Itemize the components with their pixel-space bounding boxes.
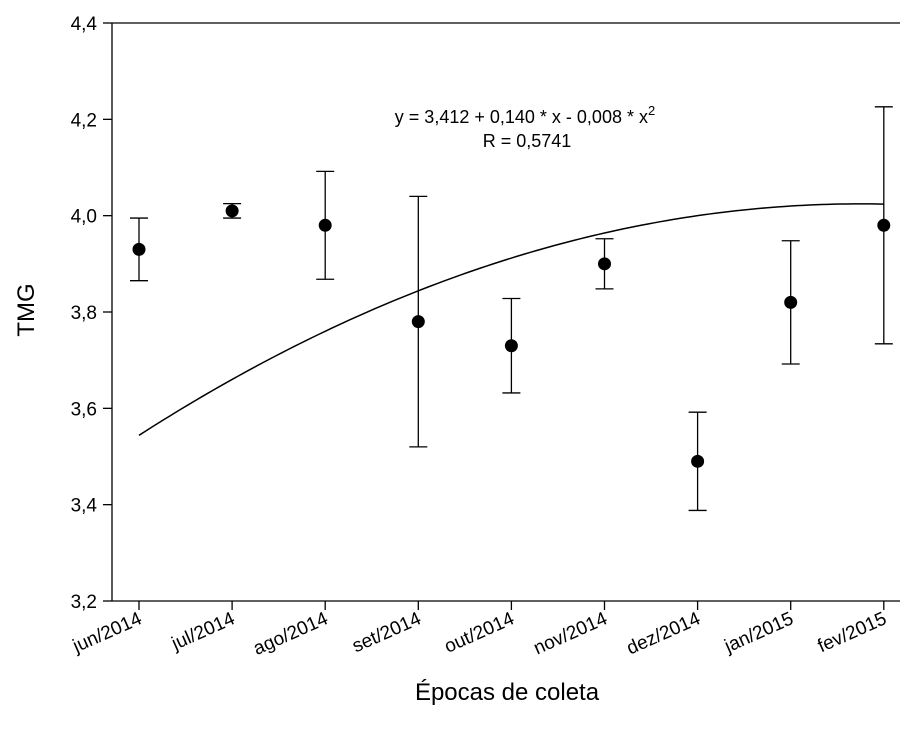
data-point [318,218,332,232]
equation-annotation: y = 3,412 + 0,140 * x - 0,008 * x2 [395,103,655,127]
x-tick-label: dez/2014 [624,608,704,659]
x-tick-label: jun/2014 [69,608,145,657]
y-tick-label: 3,4 [71,496,98,517]
y-tick-label: 4,2 [71,110,97,131]
x-tick-label: ago/2014 [250,608,331,660]
r-annotation: R = 0,5741 [483,131,572,151]
x-ticks: jun/2014 jul/2014 ago/2014 set/2014 out/2014… [69,601,890,660]
data-points [132,204,891,468]
fit-line [138,203,884,436]
y-tick-label: 3,6 [71,399,97,420]
y-tick-label: 3,2 [71,592,97,613]
error-bars [130,106,893,512]
data-point [504,339,518,353]
y-tick-label: 4,0 [71,207,97,228]
x-tick-label: set/2014 [349,608,425,657]
equation-main: y = 3,412 + 0,140 * x - 0,008 * x [395,107,648,127]
x-tick-label: jul/2014 [168,608,239,655]
x-tick-label: nov/2014 [531,608,611,659]
data-point [225,204,239,218]
x-tick-label: jan/2015 [721,608,797,657]
regression-curve [138,203,884,436]
data-point [411,315,425,329]
x-axis-title: Épocas de coleta [415,679,600,706]
y-axis-title: TMG [13,283,40,336]
data-point [784,295,798,309]
x-tick-label: out/2014 [441,608,518,657]
y-tick-label: 3,8 [71,303,97,324]
data-point [598,257,611,271]
x-tick-label: fev/2015 [815,608,890,657]
data-point [691,454,705,468]
data-point [132,242,146,256]
data-point [877,218,891,232]
y-tick-label: 4,4 [71,14,98,35]
equation-superscript: 2 [648,103,655,118]
y-ticks: 3,2 3,4 3,6 3,8 4,0 4,2 4,4 [71,14,112,613]
